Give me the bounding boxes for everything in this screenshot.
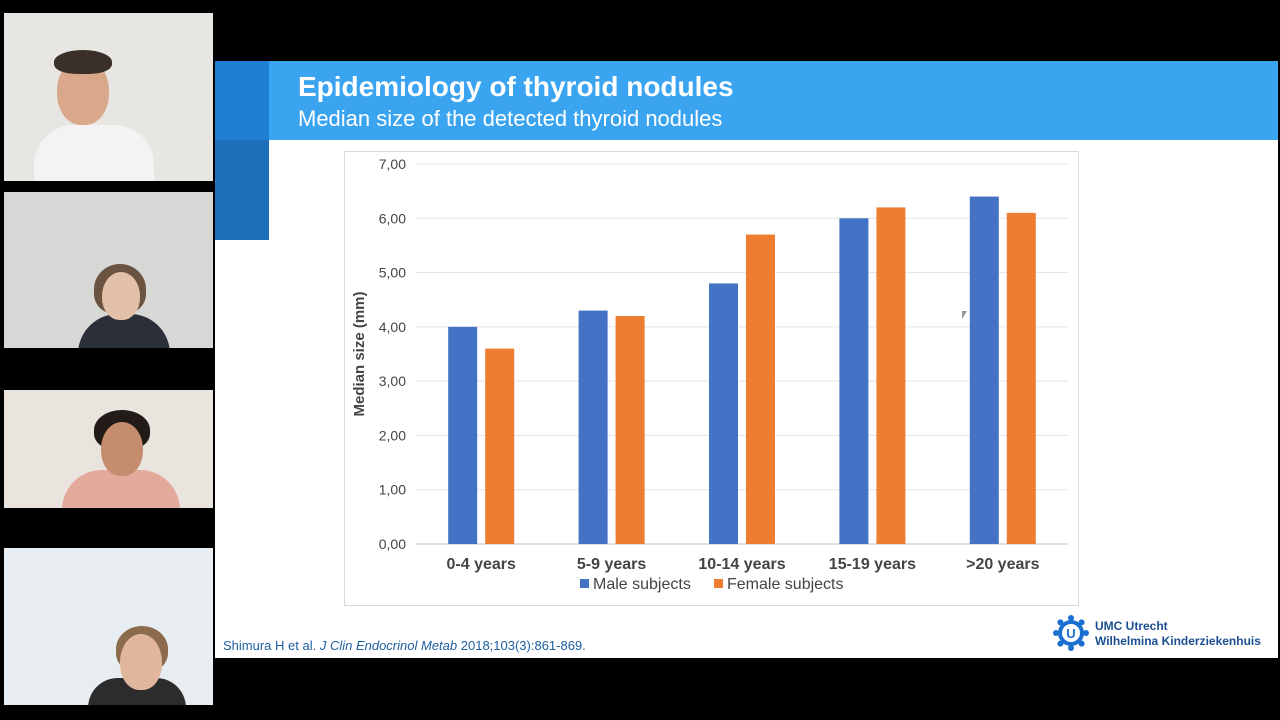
participant-head xyxy=(101,422,143,476)
participant-hair xyxy=(54,50,112,74)
participant-head xyxy=(102,272,140,320)
logo-text-umc-utrecht: UMC Utrecht xyxy=(1095,619,1168,633)
umc-logo-icon: U xyxy=(1053,615,1089,651)
y-tick-label: 0,00 xyxy=(379,536,406,552)
y-tick-label: 6,00 xyxy=(379,210,406,226)
video-tile-participant-4[interactable] xyxy=(4,548,213,705)
presentation-slide: Epidemiology of thyroid nodules Median s… xyxy=(215,61,1278,658)
y-tick-label: 5,00 xyxy=(379,265,406,281)
chart-svg: 0,00 1,00 2,00 3,00 4,00 5,00 6,00 7,00 Median s… xyxy=(351,156,1068,593)
slide-header-banner xyxy=(215,61,1278,140)
bar-male xyxy=(839,218,869,544)
x-tick-label: >20 years xyxy=(966,556,1040,573)
logo-text-wilhelmina: Wilhelmina Kinderziekenhuis xyxy=(1095,634,1261,648)
legend-swatch-male xyxy=(580,579,589,588)
video-tile-participant-3[interactable] xyxy=(4,390,213,508)
y-tick-label: 7,00 xyxy=(379,156,406,172)
y-tick-label: 4,00 xyxy=(379,319,406,335)
citation: Shimura H et al. J Clin Endocrinol Metab… xyxy=(223,638,586,653)
participant-body xyxy=(62,470,180,508)
legend-label-male: Male subjects xyxy=(593,576,691,593)
bar-chart: 0,00 1,00 2,00 3,00 4,00 5,00 6,00 7,00 Median s… xyxy=(344,151,1079,606)
video-tile-participant-2[interactable] xyxy=(4,192,213,348)
bar-female xyxy=(876,207,906,544)
bar-male xyxy=(969,196,999,545)
y-axis-label: Median size (mm) xyxy=(351,291,368,416)
bar-male xyxy=(578,310,608,544)
x-tick-label: 5-9 years xyxy=(577,556,646,573)
y-tick-label: 1,00 xyxy=(379,482,406,498)
bar-female xyxy=(746,234,775,545)
x-tick-label: 10-14 years xyxy=(698,556,785,573)
y-tick-label: 3,00 xyxy=(379,373,406,389)
mouse-cursor-icon xyxy=(962,311,967,319)
umc-utrecht-logo: U UMC Utrecht Wilhelmina Kinderziekenhui… xyxy=(1053,613,1273,653)
bar-female xyxy=(615,316,645,544)
citation-journal: J Clin Endocrinol Metab xyxy=(319,638,458,653)
bar-female xyxy=(485,348,515,544)
slide-subtitle: Median size of the detected thyroid nodu… xyxy=(298,106,723,131)
bar-male xyxy=(709,283,738,544)
banner-accent xyxy=(215,61,269,140)
citation-authors: Shimura H et al. xyxy=(223,638,317,653)
banner-accent-lower xyxy=(215,140,269,240)
video-tile-participant-1[interactable] xyxy=(4,13,213,181)
svg-text:U: U xyxy=(1066,626,1075,641)
legend-swatch-female xyxy=(714,579,723,588)
participant-body xyxy=(34,125,154,181)
x-tick-label: 15-19 years xyxy=(829,556,916,573)
y-tick-label: 2,00 xyxy=(379,427,406,443)
bar-male xyxy=(448,326,478,544)
bar-female xyxy=(1006,212,1036,544)
x-tick-label: 0-4 years xyxy=(447,556,516,573)
legend-label-female: Female subjects xyxy=(727,576,844,593)
slide-title: Epidemiology of thyroid nodules xyxy=(298,71,734,102)
participant-head xyxy=(120,634,162,690)
citation-reference: 2018;103(3):861-869. xyxy=(460,638,586,653)
